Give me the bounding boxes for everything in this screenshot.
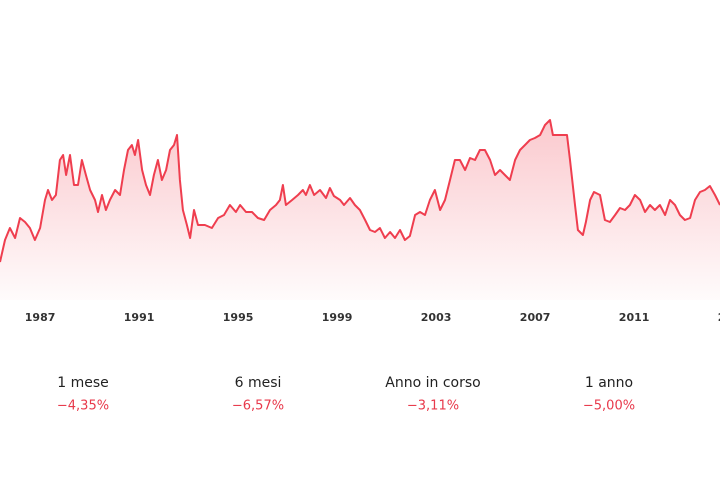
stat-value: −6,57% xyxy=(232,399,284,414)
x-tick-label: 2003 xyxy=(421,311,452,324)
stat-value: −3,11% xyxy=(407,399,459,414)
stat-label: 6 mesi xyxy=(235,375,282,391)
stat-label: Anno in corso xyxy=(385,375,480,391)
x-tick-label: 1995 xyxy=(223,311,254,324)
stat-value: −4,35% xyxy=(57,399,109,414)
x-tick-label: 1999 xyxy=(322,311,353,324)
x-tick-label: 1987 xyxy=(25,311,56,324)
price-line xyxy=(0,119,720,263)
x-tick-label: 2007 xyxy=(520,311,551,324)
area-fill xyxy=(0,120,720,300)
x-tick-label: 2011 xyxy=(619,311,650,324)
x-tick-label: 2015 xyxy=(718,311,720,324)
x-tick-label: 1991 xyxy=(124,311,155,324)
stat-label: 1 anno xyxy=(585,375,633,391)
stat-value: −5,00% xyxy=(583,399,635,414)
stat-label: 1 mese xyxy=(57,375,109,391)
